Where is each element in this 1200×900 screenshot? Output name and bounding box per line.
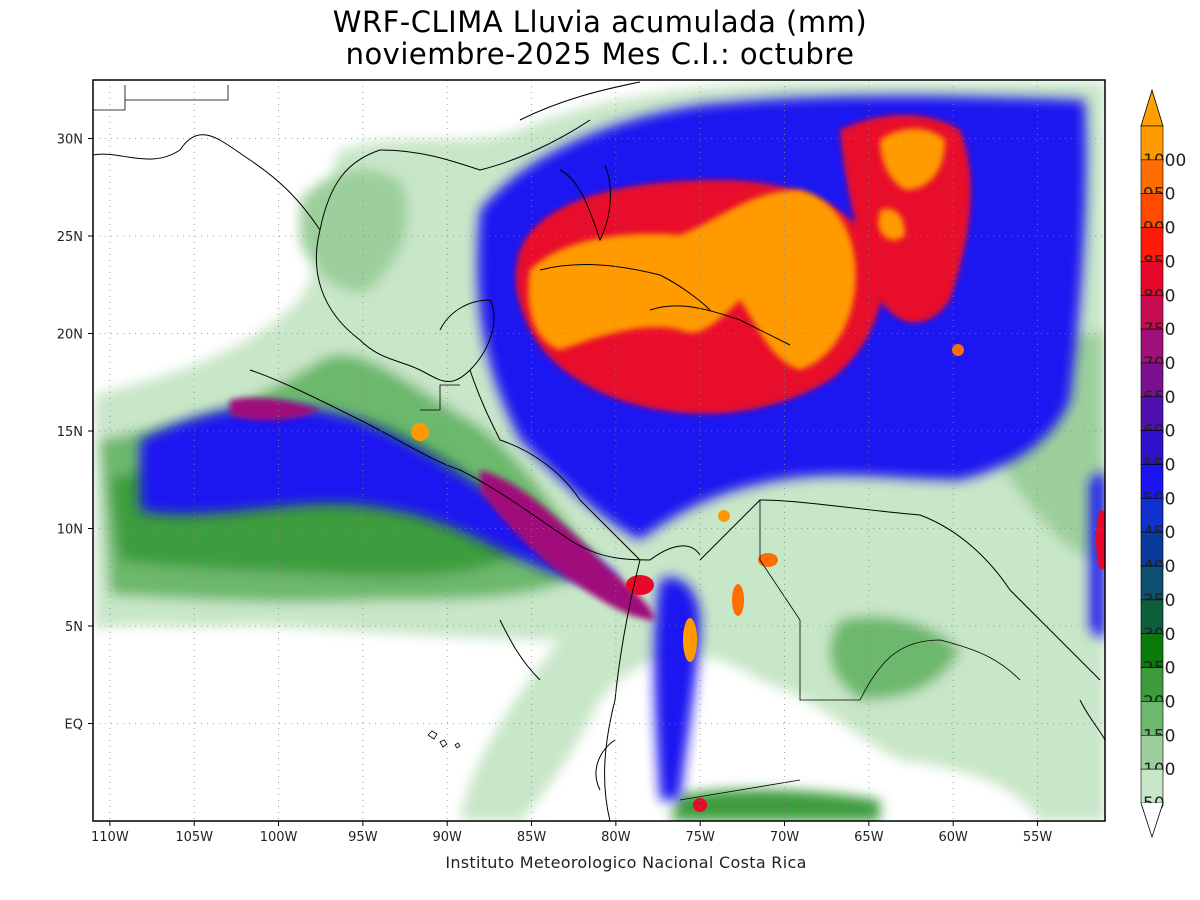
hotspot — [952, 344, 964, 356]
grid-lines — [88, 80, 1105, 826]
lon-tick-labels: 110W 105W 100W 95W 90W 85W 80W 75W 70W 65W 60W 55W — [91, 830, 1052, 845]
lat-tick-label: EQ — [65, 718, 83, 733]
colorbar-bottom-arrow — [1140, 802, 1164, 839]
lat-tick-label: 25N — [57, 230, 83, 245]
islands — [427, 730, 461, 749]
lat-tick-labels: 30N 25N 20N 15N 10N 5N EQ — [57, 133, 83, 733]
lon-tick-label: 75W — [685, 830, 715, 845]
lat-tick-label: 30N — [57, 133, 83, 148]
lon-tick-label: 80W — [601, 830, 631, 845]
hotspot — [732, 584, 744, 616]
hotspot — [1096, 510, 1105, 570]
rainfall-field — [93, 81, 1105, 821]
chart-title: WRF-CLIMA Lluvia acumulada (mm) — [332, 5, 868, 39]
colorbar-top-arrow — [1140, 88, 1164, 127]
colorbar: 1000950900850800750700650600550500450400… — [1140, 88, 1186, 839]
hotspot — [693, 798, 707, 812]
borders — [93, 85, 1021, 801]
lon-tick-label: 70W — [770, 830, 800, 845]
hotspot — [626, 575, 654, 595]
lat-tick-label: 10N — [57, 523, 83, 538]
lat-tick-label: 15N — [57, 425, 83, 440]
hotspot — [683, 618, 697, 662]
lon-tick-label: 55W — [1023, 830, 1053, 845]
lat-tick-label: 20N — [57, 328, 83, 343]
hotspot — [411, 423, 429, 441]
credit-text: Instituto Meteorologico Nacional Costa R… — [445, 853, 807, 872]
hotspot — [718, 510, 730, 522]
lon-tick-label: 85W — [517, 830, 547, 845]
lon-tick-label: 100W — [260, 830, 298, 845]
hotspot — [758, 553, 778, 567]
lon-tick-label: 60W — [938, 830, 968, 845]
chart-subtitle: noviembre-2025 Mes C.I.: octubre — [345, 37, 855, 71]
lon-tick-label: 110W — [91, 830, 129, 845]
coastlines — [93, 81, 1105, 821]
lon-tick-label: 90W — [432, 830, 462, 845]
lon-tick-label: 105W — [175, 830, 213, 845]
lon-tick-label: 95W — [348, 830, 378, 845]
map-frame — [92, 79, 1106, 822]
lon-tick-label: 65W — [854, 830, 884, 845]
lat-tick-label: 5N — [65, 620, 83, 635]
